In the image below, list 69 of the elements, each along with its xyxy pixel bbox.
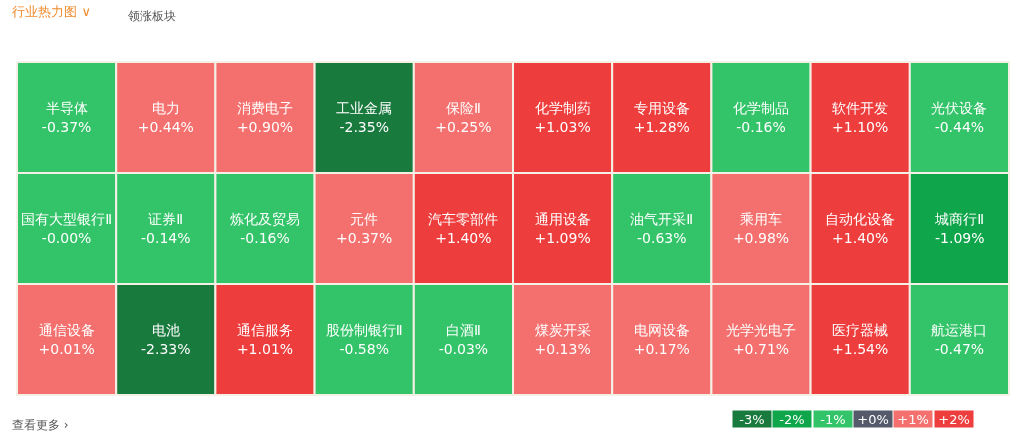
category-label: 电网设备 bbox=[633, 322, 690, 339]
category-label: 通用设备 bbox=[534, 211, 591, 228]
data-label: +0.13% bbox=[534, 340, 591, 357]
data-label: -1% bbox=[820, 411, 846, 427]
data-label: -3% bbox=[739, 411, 765, 427]
category-label: 光伏设备 bbox=[931, 100, 988, 117]
category-label: 专用设备 bbox=[633, 100, 690, 117]
category-label: 航运港口 bbox=[931, 322, 988, 339]
data-label: +0.25% bbox=[435, 118, 492, 135]
category-label: 消费电子 bbox=[237, 100, 293, 117]
category-label: 软件开发 bbox=[832, 100, 889, 117]
data-label: -2.35% bbox=[339, 118, 389, 135]
category-label: 证券Ⅱ bbox=[148, 211, 184, 228]
category-label: 化学制药 bbox=[534, 100, 591, 117]
data-label: -0.00% bbox=[41, 229, 92, 246]
category-label: 乘用车 bbox=[740, 211, 782, 228]
data-label: +0.17% bbox=[633, 340, 690, 357]
category-label: 通信设备 bbox=[38, 322, 95, 339]
data-label: +0% bbox=[857, 411, 889, 427]
data-label: +1% bbox=[897, 411, 929, 427]
category-label: 白酒Ⅱ bbox=[445, 322, 481, 339]
data-label: +1.28% bbox=[633, 118, 690, 135]
data-label: -0.47% bbox=[934, 340, 985, 357]
data-label: -0.14% bbox=[141, 229, 191, 246]
data-label: +0.71% bbox=[732, 340, 790, 357]
text: 查看更多 › bbox=[12, 418, 69, 432]
category-label: 油气开采Ⅱ bbox=[630, 211, 694, 228]
category-label: 光学光电子 bbox=[726, 322, 796, 339]
data-label: -2.33% bbox=[141, 340, 191, 357]
text: 行业热力图 ∨ bbox=[12, 3, 91, 19]
data-label: +0.90% bbox=[236, 118, 294, 135]
category-label: 半导体 bbox=[45, 100, 88, 117]
data-label: -0.16% bbox=[736, 118, 786, 135]
data-label: -0.44% bbox=[934, 118, 985, 135]
text: 领涨板块 bbox=[128, 9, 176, 23]
data-label: +1.40% bbox=[435, 229, 492, 246]
data-label: +0.98% bbox=[732, 229, 790, 246]
category-label: 电力 bbox=[151, 100, 180, 117]
category-label: 电池 bbox=[151, 322, 180, 339]
data-label: +1.54% bbox=[832, 340, 889, 357]
category-label: 工业金属 bbox=[336, 100, 393, 117]
data-label: +0.37% bbox=[336, 229, 393, 246]
category-label: 保险Ⅱ bbox=[445, 100, 481, 117]
category-label: 股份制银行Ⅱ bbox=[325, 322, 403, 339]
data-label: -0.16% bbox=[240, 229, 290, 246]
data-label: -0.37% bbox=[41, 118, 92, 135]
data-label: +1.40% bbox=[832, 229, 889, 246]
category-label: 城商行Ⅱ bbox=[934, 211, 985, 228]
category-label: 通信服务 bbox=[237, 322, 293, 339]
data-label: +0.44% bbox=[137, 118, 194, 135]
category-label: 元件 bbox=[350, 211, 379, 228]
category-label: 自动化设备 bbox=[825, 211, 896, 228]
data-label: -2% bbox=[779, 411, 805, 427]
data-label: +1.03% bbox=[534, 118, 591, 135]
data-label: +2% bbox=[938, 411, 970, 427]
category-label: 国有大型银行Ⅱ bbox=[21, 211, 113, 228]
category-label: 化学制品 bbox=[733, 100, 789, 117]
data-label: -0.58% bbox=[339, 340, 389, 357]
data-label: -1.09% bbox=[934, 229, 985, 246]
data-label: +1.10% bbox=[832, 118, 889, 135]
category-label: 煤炭开采 bbox=[534, 322, 591, 339]
data-label: +1.09% bbox=[534, 229, 591, 246]
data-label: -0.63% bbox=[637, 229, 687, 246]
data-label: +1.01% bbox=[236, 340, 294, 357]
category-label: 医疗器械 bbox=[832, 322, 889, 339]
data-label: +0.01% bbox=[38, 340, 95, 357]
category-label: 汽车零部件 bbox=[428, 211, 499, 228]
category-label: 炼化及贸易 bbox=[230, 211, 300, 228]
data-label: -0.03% bbox=[438, 340, 489, 357]
